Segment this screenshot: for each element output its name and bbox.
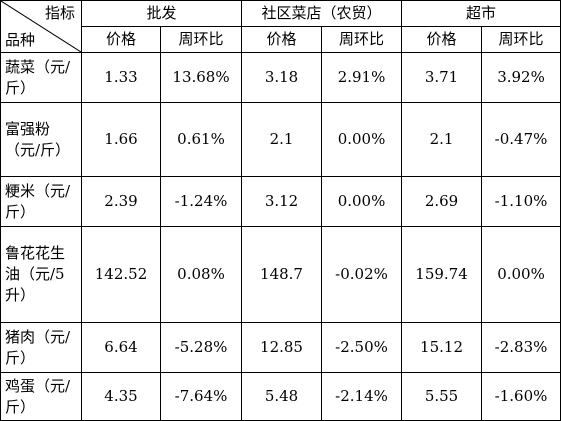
wholesale-weekly-change: -5.28%	[159, 322, 243, 373]
wholesale-weekly-change: -7.64%	[159, 372, 243, 421]
row-label-pork: 猪肉（元/斤）	[0, 322, 82, 373]
supermarket-weekly-change: 3.92%	[481, 52, 561, 103]
header-row-groups: 指标 品种 批发 社区菜店（农贸） 超市	[0, 0, 561, 53]
header-row-subcolumns: 价格 周环比 价格 周环比 价格 周环比	[1, 26, 561, 53]
community-weekly-change: 0.00%	[321, 102, 403, 177]
supermarket-price: 2.1	[401, 102, 483, 177]
wholesale-weekly-change: -1.24%	[159, 176, 243, 227]
table-row: 鲁花花生油（元/5升） 142.52 0.08% 148.7 -0.02% 15…	[0, 226, 561, 323]
community-price: 148.7	[241, 226, 323, 323]
supermarket-weekly-change: -1.60%	[481, 372, 561, 421]
supermarket-weekly-change: 0.00%	[481, 226, 561, 323]
community-price: 5.48	[241, 372, 323, 421]
wholesale-weekly-change: 0.08%	[159, 226, 243, 323]
corner-indicator-label: 指标	[44, 4, 75, 22]
row-label-peanut-oil: 鲁花花生油（元/5升）	[0, 226, 82, 323]
group-header-community-store: 社区菜店（农贸）	[241, 0, 403, 27]
table-row: 富强粉（元/斤） 1.66 0.61% 2.1 0.00% 2.1 -0.47%	[0, 102, 561, 177]
wholesale-price: 4.35	[81, 372, 161, 421]
subheader-weekly-change: 周环比	[159, 26, 243, 53]
supermarket-weekly-change: -0.47%	[481, 102, 561, 177]
community-price: 12.85	[241, 322, 323, 373]
wholesale-weekly-change: 13.68%	[159, 52, 243, 103]
supermarket-price: 159.74	[401, 226, 483, 323]
row-label-vegetables: 蔬菜（元/斤）	[0, 52, 82, 103]
community-price: 3.12	[241, 176, 323, 227]
row-label-flour: 富强粉（元/斤）	[0, 102, 82, 177]
group-header-wholesale: 批发	[80, 0, 243, 27]
wholesale-price: 142.52	[81, 226, 161, 323]
community-weekly-change: -2.14%	[321, 372, 403, 421]
community-weekly-change: -2.50%	[321, 322, 403, 373]
subheader-price: 价格	[81, 26, 161, 53]
row-label-eggs: 鸡蛋（元/斤）	[0, 372, 82, 421]
supermarket-price: 3.71	[401, 52, 483, 103]
corner-variety-label: 品种	[5, 31, 36, 49]
subheader-weekly-change: 周环比	[321, 26, 403, 53]
community-price: 3.18	[241, 52, 323, 103]
supermarket-weekly-change: -1.10%	[481, 176, 561, 227]
wholesale-weekly-change: 0.61%	[159, 102, 243, 177]
supermarket-price: 5.55	[401, 372, 483, 421]
diagonal-divider	[1, 1, 81, 52]
row-label-rice: 粳米（元/斤）	[0, 176, 82, 227]
corner-header-cell: 指标 品种	[0, 0, 82, 53]
wholesale-price: 2.39	[81, 176, 161, 227]
community-weekly-change: 0.00%	[321, 176, 403, 227]
community-price: 2.1	[241, 102, 323, 177]
table-row: 鸡蛋（元/斤） 4.35 -7.64% 5.48 -2.14% 5.55 -1.…	[0, 372, 561, 421]
table-row: 猪肉（元/斤） 6.64 -5.28% 12.85 -2.50% 15.12 -…	[0, 322, 561, 373]
subheader-price: 价格	[401, 26, 483, 53]
supermarket-weekly-change: -2.83%	[481, 322, 561, 373]
group-header-supermarket: 超市	[401, 0, 561, 27]
wholesale-price: 6.64	[81, 322, 161, 373]
wholesale-price: 1.66	[81, 102, 161, 177]
subheader-price: 价格	[241, 26, 323, 53]
supermarket-price: 2.69	[401, 176, 483, 227]
table-row: 粳米（元/斤） 2.39 -1.24% 3.12 0.00% 2.69 -1.1…	[0, 176, 561, 227]
subheader-weekly-change: 周环比	[481, 26, 561, 53]
community-weekly-change: 2.91%	[321, 52, 403, 103]
community-weekly-change: -0.02%	[321, 226, 403, 323]
wholesale-price: 1.33	[81, 52, 161, 103]
table-row: 蔬菜（元/斤） 1.33 13.68% 3.18 2.91% 3.71 3.92…	[0, 52, 561, 103]
supermarket-price: 15.12	[401, 322, 483, 373]
